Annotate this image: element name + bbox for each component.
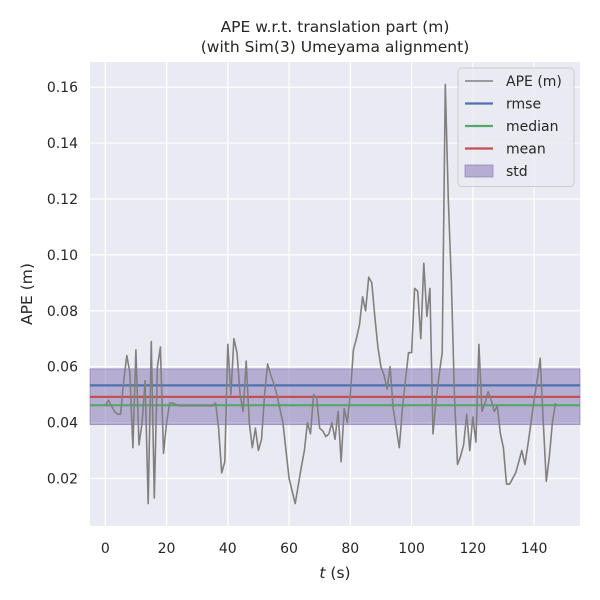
series-layer [104, 83, 557, 505]
y-tick-label: 0.08 [47, 304, 78, 320]
x-axis-label-italic: t [319, 564, 326, 582]
y-tick-label: 0.10 [47, 248, 78, 264]
chart-subtitle: (with Sim(3) Umeyama alignment) [201, 38, 470, 56]
y-tick-label: 0.02 [47, 471, 78, 487]
y-tick-label: 0.16 [47, 80, 78, 96]
tick-labels: 0 20 40 60 80 100 120 140 0.02 0.04 0.06 0.08 0.10 0.… [47, 80, 548, 557]
legend-label: mean [506, 142, 546, 158]
legend-label: median [506, 119, 558, 135]
x-tick-label: 60 [280, 541, 298, 557]
legend-label: APE (m) [506, 74, 562, 90]
legend-swatch-std [464, 164, 494, 178]
y-tick-label: 0.12 [47, 192, 78, 208]
x-tick-label: 0 [101, 541, 110, 557]
legend-frame [457, 67, 575, 187]
ape-series-line [104, 83, 557, 505]
statistic-lines [90, 384, 580, 407]
x-tick-label: 140 [521, 541, 548, 557]
chart-title: APE w.r.t. translation part (m) [221, 18, 450, 36]
y-tick-label: 0.06 [47, 360, 78, 376]
x-axis-label: t (s) [319, 564, 350, 582]
x-tick-label: 20 [158, 541, 176, 557]
x-tick-label: 40 [219, 541, 237, 557]
y-tick-label: 0.14 [47, 136, 78, 152]
y-tick-label: 0.04 [47, 416, 78, 432]
legend-label: std [506, 164, 528, 180]
legend-label: rmse [506, 97, 541, 113]
y-axis-label: APE (m) [18, 263, 36, 325]
x-axis-label-unit: (s) [325, 564, 350, 582]
legend: APE (m) rmse median mean std [457, 67, 575, 187]
x-tick-label: 120 [459, 541, 486, 557]
x-tick-label: 80 [341, 541, 359, 557]
x-tick-label: 100 [398, 541, 425, 557]
